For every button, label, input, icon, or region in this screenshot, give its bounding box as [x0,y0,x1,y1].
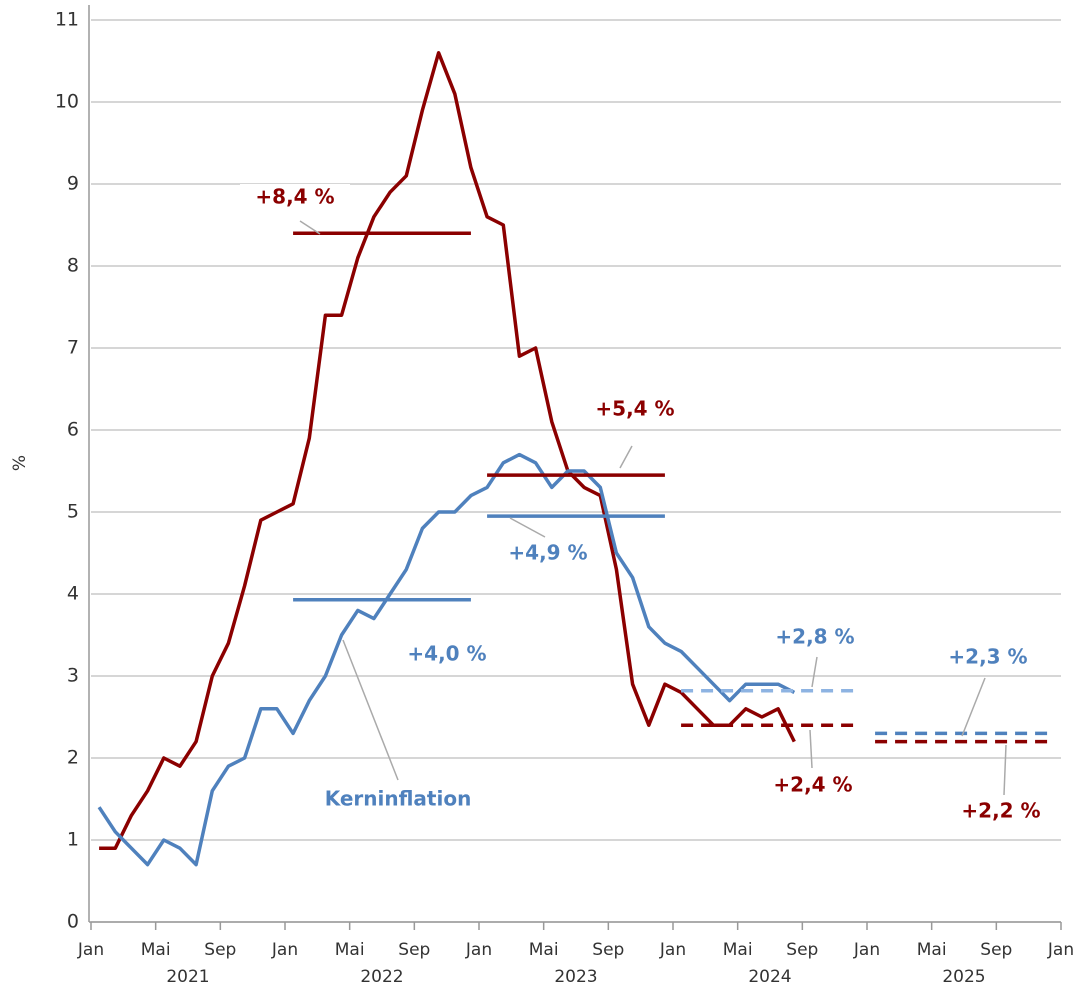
average-label: +4,9 % [508,541,587,565]
leader-line [1003,744,1007,796]
y-tick-label: 11 [55,9,79,31]
x-tick-label: Mai [141,940,171,960]
label-background [493,540,603,568]
x-tick-label: Jan [77,940,104,960]
x-tick-label: Jan [465,940,492,960]
year-label: 2022 [360,967,403,987]
year-label: 2024 [748,967,791,987]
year-label: 2025 [942,967,985,987]
x-tick-label: Jan [853,940,880,960]
x-tick-label: Sep [592,940,624,960]
y-tick-label: 6 [67,419,79,441]
average-label: +2,8 % [775,625,854,649]
year-label: 2021 [166,967,209,987]
x-tick-label: Jan [1047,940,1074,960]
label-background [946,798,1056,826]
leader-line [811,656,818,688]
average-label: +2,2 % [961,799,1040,823]
label-background [933,644,1043,672]
y-tick-label: 1 [67,829,79,851]
y-tick-label: 9 [67,173,79,195]
y-tick-label: 0 [67,911,79,933]
x-tick-label: Mai [335,940,365,960]
series-line [99,51,796,850]
x-tick-label: Mai [917,940,947,960]
label-background [580,396,690,424]
series-line [97,452,796,867]
x-tick-label: Mai [723,940,753,960]
y-axis-label: % [10,455,30,471]
leader-line [342,639,399,781]
leader-line [961,677,986,737]
y-tick-label: 8 [67,255,79,277]
series-label: Kerninflation [325,787,472,811]
average-label: +2,3 % [948,645,1027,669]
y-tick-label: 4 [67,583,79,605]
average-label: +8,4 % [255,185,334,209]
leader-line [809,729,813,769]
label-background [392,641,502,669]
x-tick-label: Sep [398,940,430,960]
average-label: +4,0 % [407,642,486,666]
average-label: +2,4 % [773,773,852,797]
y-tick-label: 10 [55,91,79,113]
leader-line [299,220,321,235]
x-tick-label: Sep [980,940,1012,960]
year-label: 2023 [554,967,597,987]
x-tick-label: Sep [786,940,818,960]
x-tick-label: Mai [529,940,559,960]
label-background [758,772,868,800]
leader-line [619,445,633,469]
label-background [760,624,870,652]
label-background [240,184,350,212]
x-tick-label: Jan [659,940,686,960]
y-tick-label: 2 [67,747,79,769]
y-tick-label: 3 [67,665,79,687]
average-label: +5,4 % [595,397,674,421]
x-tick-label: Sep [204,940,236,960]
x-tick-label: Jan [271,940,298,960]
y-tick-label: 5 [67,501,79,523]
leader-line [509,517,546,538]
y-tick-label: 7 [67,337,79,359]
